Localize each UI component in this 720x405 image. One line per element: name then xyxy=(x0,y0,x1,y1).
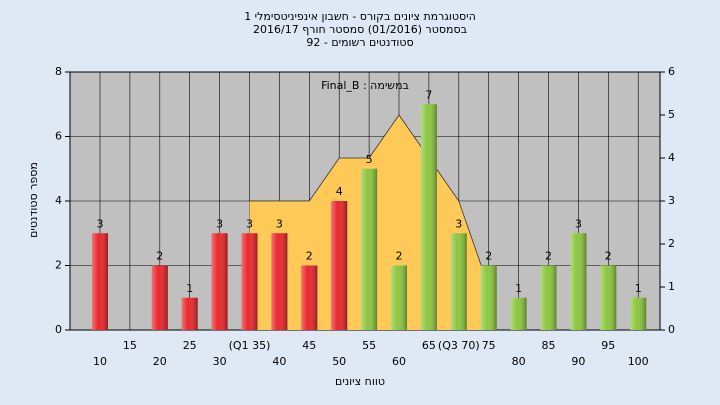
x-tick-label: 50 xyxy=(332,355,346,368)
value-label: 2 xyxy=(156,250,163,263)
bar-shade xyxy=(211,233,228,330)
bar-shade xyxy=(540,265,557,330)
annotation: במשימה : Final_B xyxy=(321,79,409,92)
x-tick-label: (Q1 35) xyxy=(229,339,271,352)
value-label: 1 xyxy=(515,282,522,295)
x-axis-label: טווח ציונים xyxy=(335,375,385,388)
value-label: 1 xyxy=(186,282,193,295)
x-tick-label: 100 xyxy=(628,355,649,368)
value-label: 7 xyxy=(425,88,432,101)
bar-shade xyxy=(271,233,288,330)
x-tick-label: 25 xyxy=(183,339,197,352)
value-label: 3 xyxy=(97,217,104,230)
bar-shade xyxy=(301,265,318,330)
y-tick-label: 6 xyxy=(55,130,62,143)
y-tick-label: 4 xyxy=(55,194,62,207)
bar-shade xyxy=(600,265,617,330)
y2-tick-label: 5 xyxy=(668,108,675,121)
x-tick-label: 20 xyxy=(153,355,167,368)
x-tick-label: (Q3 70) xyxy=(438,339,480,352)
bar-shade xyxy=(331,201,348,330)
y-axis-label: מספר סטודנטים xyxy=(27,162,40,238)
x-tick-label: 55 xyxy=(362,339,376,352)
density-line xyxy=(249,114,490,288)
bar-shade xyxy=(450,233,467,330)
value-label: 2 xyxy=(605,250,612,263)
y2-tick-label: 2 xyxy=(668,237,675,250)
bar-shade xyxy=(510,297,527,330)
title-line: היסטוגרמת ציונים בקורס - חשבון אינפיניטס… xyxy=(244,10,476,23)
y-tick-label: 8 xyxy=(55,65,62,78)
value-label: 3 xyxy=(455,217,462,230)
bar-shade xyxy=(480,265,497,330)
x-tick-label: 75 xyxy=(482,339,496,352)
y2-tick-label: 1 xyxy=(668,280,675,293)
bar-shade xyxy=(420,104,437,330)
y2-tick-label: 6 xyxy=(668,65,675,78)
title-line: בסמסטר (01/2016) סמסטר חורף 2016/17 xyxy=(253,23,467,36)
x-tick-label: 85 xyxy=(542,339,556,352)
value-label: 3 xyxy=(246,217,253,230)
bar-shade xyxy=(630,297,647,330)
y-tick-label: 0 xyxy=(55,323,62,336)
value-label: 3 xyxy=(575,217,582,230)
value-label: 2 xyxy=(306,250,313,263)
bar-shade xyxy=(361,168,378,330)
bar-shade xyxy=(241,233,258,330)
bar-shade xyxy=(391,265,407,330)
y2-tick-label: 3 xyxy=(668,194,675,207)
y-tick-label: 2 xyxy=(55,259,62,272)
y2-tick-label: 4 xyxy=(668,151,675,164)
bar-shade xyxy=(151,265,168,330)
x-tick-label: 65 xyxy=(422,339,436,352)
value-label: 3 xyxy=(276,217,283,230)
x-tick-label: 90 xyxy=(571,355,585,368)
value-label: 1 xyxy=(635,282,642,295)
x-tick-label: 95 xyxy=(601,339,615,352)
title-line: סטודנטים רשומים - 92 xyxy=(306,36,413,49)
bar-shade xyxy=(181,297,198,330)
bar-shade xyxy=(92,233,108,330)
x-tick-label: 15 xyxy=(123,339,137,352)
x-tick-label: 80 xyxy=(512,355,526,368)
value-label: 2 xyxy=(396,250,403,263)
x-tick-label: 60 xyxy=(392,355,406,368)
value-label: 2 xyxy=(545,250,552,263)
value-label: 2 xyxy=(485,250,492,263)
value-label: 3 xyxy=(216,217,223,230)
x-tick-label: 45 xyxy=(302,339,316,352)
x-tick-label: 30 xyxy=(213,355,227,368)
value-label: 5 xyxy=(366,153,373,166)
x-tick-label: 40 xyxy=(272,355,286,368)
x-tick-label: 10 xyxy=(93,355,107,368)
bar-shade xyxy=(570,233,587,330)
value-label: 4 xyxy=(336,185,343,198)
y2-tick-label: 0 xyxy=(668,323,675,336)
